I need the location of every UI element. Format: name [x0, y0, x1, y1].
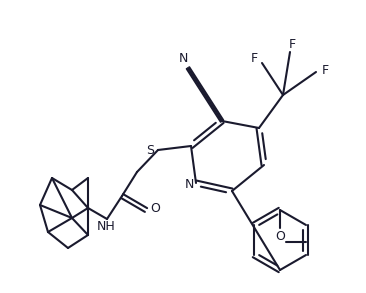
Text: N: N [178, 52, 188, 64]
Text: O: O [275, 229, 285, 243]
Text: NH: NH [97, 219, 115, 233]
Text: O: O [150, 202, 160, 215]
Text: S: S [146, 144, 154, 156]
Text: F: F [321, 64, 329, 76]
Text: F: F [250, 52, 258, 64]
Text: N: N [184, 178, 194, 190]
Text: F: F [288, 38, 296, 50]
